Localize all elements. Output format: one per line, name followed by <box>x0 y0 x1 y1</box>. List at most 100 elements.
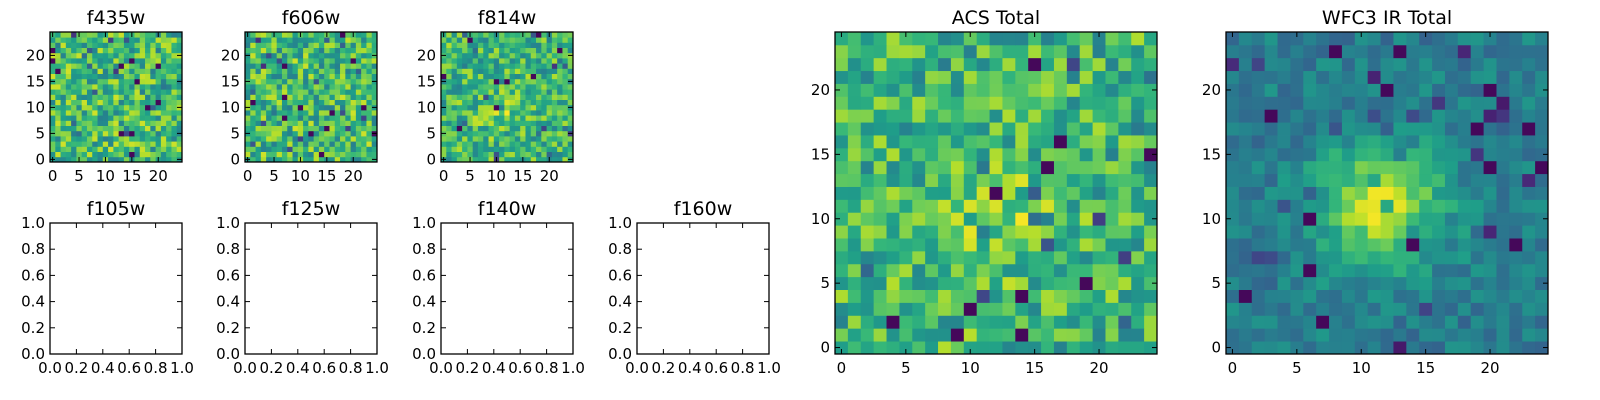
heatmap-cell <box>835 147 849 162</box>
heatmap-cell <box>150 68 156 74</box>
heatmap-cell <box>1028 199 1042 213</box>
heatmap-cell <box>60 130 67 137</box>
heatmap-cell <box>266 42 272 48</box>
heatmap-cell <box>334 104 341 111</box>
heatmap-cell <box>1444 302 1459 316</box>
heatmap-cell <box>963 302 978 316</box>
heatmap-cell <box>355 130 362 137</box>
heatmap-cell <box>166 115 172 121</box>
heatmap-cell <box>166 110 172 116</box>
heatmap-cell <box>1354 32 1369 46</box>
heatmap-cell <box>150 125 156 132</box>
heatmap-cell <box>1470 186 1484 200</box>
heatmap-cell <box>287 78 293 85</box>
heatmap-cell <box>129 89 135 95</box>
heatmap-cell <box>334 89 341 95</box>
heatmap-cell <box>250 94 256 100</box>
heatmap-cell <box>925 109 939 123</box>
heatmap-cell <box>366 120 373 126</box>
heatmap-cell <box>1354 70 1369 84</box>
heatmap-cell <box>1367 109 1381 123</box>
heatmap-cell <box>441 89 447 95</box>
heatmap-cell <box>1457 341 1472 355</box>
x-tick-label: 0.4 <box>482 359 506 377</box>
heatmap-cell <box>313 58 320 64</box>
heatmap-cell <box>81 156 88 163</box>
heatmap-cell <box>292 115 299 121</box>
heatmap-cell <box>562 73 569 80</box>
heatmap-cell <box>97 125 104 132</box>
heatmap-cell <box>530 63 537 69</box>
heatmap-cell <box>266 73 272 80</box>
heatmap-cell <box>477 99 484 106</box>
heatmap-cell <box>108 125 114 132</box>
heatmap-cell <box>1535 44 1549 59</box>
heatmap-cell <box>963 341 978 355</box>
heatmap-cell <box>266 47 272 54</box>
heatmap-cell <box>255 151 262 158</box>
heatmap-cell <box>250 58 256 64</box>
heatmap-cell <box>493 63 500 69</box>
heatmap-cell <box>55 37 61 43</box>
heatmap-cell <box>71 78 77 85</box>
heatmap-cell <box>835 96 849 110</box>
heatmap-cell <box>873 122 887 136</box>
heatmap-cell <box>281 89 288 95</box>
heatmap-cell <box>520 104 526 111</box>
heatmap-cell <box>318 58 325 64</box>
heatmap-cell <box>361 120 367 126</box>
heatmap-cell <box>1028 212 1042 226</box>
heatmap-cell <box>835 57 849 72</box>
heatmap-cell <box>886 135 900 149</box>
heatmap-cell <box>551 104 558 111</box>
heatmap-cell <box>938 212 952 226</box>
heatmap-cell <box>1079 238 1093 252</box>
heatmap-cell <box>1251 302 1266 316</box>
heatmap-cell <box>963 212 978 226</box>
panel-title: f105w <box>87 198 146 220</box>
heatmap-cell <box>355 104 362 111</box>
heatmap-cell <box>1509 199 1523 213</box>
heatmap-cell <box>1470 109 1484 123</box>
heatmap-cell <box>1341 186 1356 200</box>
heatmap-cell <box>989 250 1003 265</box>
heatmap-cell <box>176 120 183 126</box>
heatmap-cell <box>483 63 489 69</box>
heatmap-cell <box>129 146 135 152</box>
heatmap-cell <box>938 83 952 97</box>
heatmap-cell <box>1079 44 1093 59</box>
heatmap-cell <box>329 151 336 158</box>
heatmap-cell <box>541 115 547 121</box>
heatmap-cell <box>514 47 521 54</box>
heatmap-cell <box>123 125 130 132</box>
heatmap-cell <box>166 73 172 80</box>
heatmap-cell <box>899 186 913 200</box>
heatmap-cell <box>530 68 537 74</box>
heatmap-cell <box>557 99 563 106</box>
heatmap-cell <box>308 73 315 80</box>
heatmap-cell <box>1457 44 1472 59</box>
heatmap-cell <box>1444 225 1459 239</box>
heatmap-cell <box>567 146 574 152</box>
heatmap-cell <box>340 47 346 54</box>
heatmap-cell <box>925 199 939 213</box>
heatmap-cell <box>899 302 913 316</box>
heatmap-cell <box>81 63 88 69</box>
heatmap-cell <box>276 104 283 111</box>
heatmap-cell <box>1354 289 1369 303</box>
heatmap-cell <box>1041 302 1055 316</box>
heatmap-cell <box>129 84 135 90</box>
heatmap-cell <box>976 328 990 342</box>
heatmap-cell <box>1470 263 1484 278</box>
heatmap-cell <box>150 89 156 95</box>
heatmap-cell <box>467 151 474 158</box>
heatmap-cell <box>1329 57 1343 72</box>
heatmap-cell <box>145 63 151 69</box>
heatmap-cell <box>1226 173 1240 187</box>
heatmap-cell <box>292 151 299 158</box>
heatmap-cell <box>1028 238 1042 252</box>
heatmap-cell <box>899 32 913 46</box>
heatmap-cell <box>260 110 267 116</box>
heatmap-cell <box>65 130 72 137</box>
